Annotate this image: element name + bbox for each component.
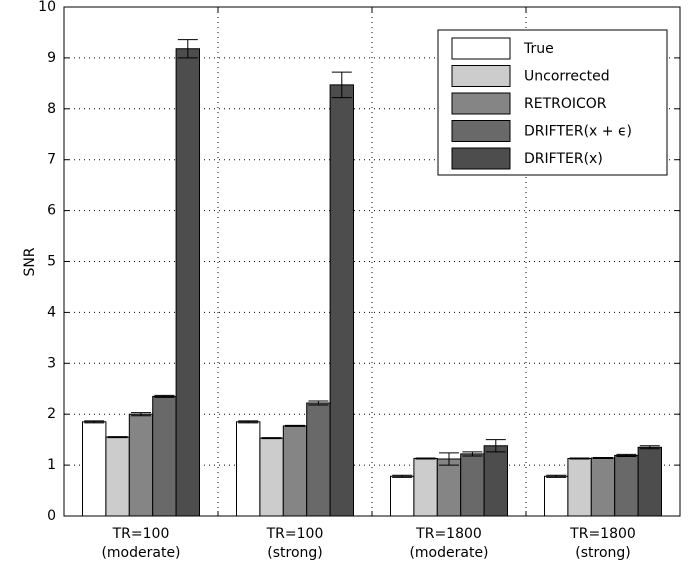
x-tick-label: (strong) — [575, 545, 630, 561]
y-tick-label: 1 — [47, 457, 56, 473]
legend-swatch — [451, 120, 511, 142]
error-bar — [84, 420, 105, 424]
y-axis-label: SNR — [22, 247, 38, 276]
bar — [590, 457, 616, 517]
y-tick-label: 7 — [47, 152, 56, 168]
error-bar — [616, 453, 637, 457]
x-tick-label: TR=100 — [112, 526, 170, 542]
y-tick-label: 4 — [47, 304, 56, 320]
error-bar — [485, 439, 506, 453]
x-tick-label: (moderate) — [409, 545, 488, 561]
legend-swatch — [451, 37, 511, 60]
error-bar — [177, 39, 198, 59]
error-bar — [131, 412, 151, 417]
bar — [436, 458, 462, 517]
bar — [236, 421, 261, 517]
bar — [82, 421, 107, 517]
bar — [152, 395, 177, 517]
legend-swatch — [451, 65, 511, 87]
error-bar — [261, 437, 282, 440]
x-tick-label: (strong) — [267, 545, 322, 561]
error-bar — [285, 424, 305, 427]
bar — [637, 446, 662, 517]
x-tick-label: TR=1800 — [569, 526, 636, 542]
error-bar — [439, 452, 459, 466]
error-bar — [593, 456, 613, 459]
bar — [282, 425, 308, 517]
error-bar — [392, 474, 413, 478]
error-bar — [546, 474, 567, 478]
error-bar — [107, 436, 128, 439]
x-tick-label: TR=1800 — [415, 526, 482, 542]
bar — [544, 475, 569, 517]
error-bar — [462, 451, 483, 457]
y-tick-label: 0 — [47, 508, 56, 524]
bar — [460, 453, 485, 517]
bar — [413, 457, 438, 517]
error-bar — [331, 71, 352, 99]
error-bar — [238, 420, 259, 424]
bar — [128, 413, 154, 517]
bar — [390, 475, 415, 517]
y-tick-label: 6 — [47, 203, 56, 219]
y-tick-label: 10 — [38, 0, 56, 15]
bar — [175, 48, 201, 517]
legend-label: RETROICOR — [524, 96, 607, 112]
bar — [306, 402, 331, 517]
y-tick-label: 8 — [47, 101, 56, 117]
x-tick-label: (moderate) — [101, 545, 180, 561]
error-bar — [154, 394, 175, 398]
legend-label: True — [523, 41, 554, 57]
legend-label: Uncorrected — [524, 69, 610, 85]
bar — [329, 84, 355, 517]
plot-frame — [63, 6, 681, 517]
bar — [567, 457, 592, 517]
bar — [614, 454, 639, 517]
bar — [259, 437, 284, 517]
legend-swatch — [451, 92, 511, 115]
legend-label: DRIFTER(x + ϵ) — [524, 124, 632, 140]
error-bar — [308, 400, 329, 406]
error-bar — [639, 445, 660, 450]
y-tick-label: 3 — [47, 355, 56, 371]
error-bar — [569, 457, 590, 460]
legend-label: DRIFTER(x) — [524, 151, 603, 167]
bar — [105, 436, 130, 517]
y-tick-label: 5 — [47, 254, 56, 270]
y-tick-label: 2 — [47, 406, 56, 422]
x-tick-label: TR=100 — [266, 526, 324, 542]
y-tick-label: 9 — [47, 50, 56, 66]
legend-swatch — [451, 147, 511, 170]
error-bar — [415, 457, 436, 460]
bar — [483, 445, 509, 517]
